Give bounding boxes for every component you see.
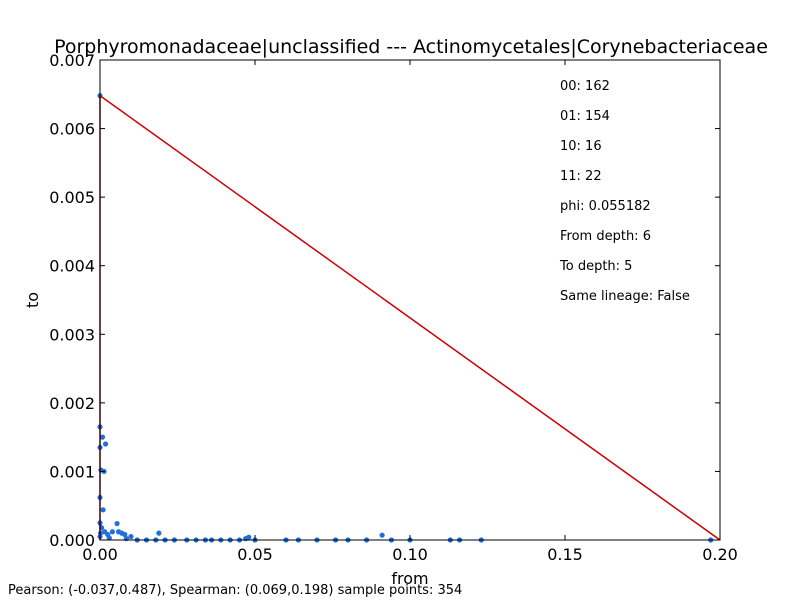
y-axis: 0.000 0.001 0.002 0.003 0.004 0.005 0.006 0.007 xyxy=(49,51,720,550)
stat-annotation: To depth: 5 xyxy=(559,259,632,274)
plot-area xyxy=(97,93,721,543)
stats-annotations: 00: 162 01: 154 10: 16 11: 22 phi: 0.055182 F… xyxy=(559,79,690,304)
data-point xyxy=(379,532,385,538)
x-tick-label: 0.05 xyxy=(237,545,273,564)
data-point xyxy=(246,534,252,540)
x-tick-label: 0.00 xyxy=(82,545,118,564)
correlation-footer: Pearson: (-0.037,0.487), Spearman: (0.06… xyxy=(8,583,462,598)
y-tick-label: 0.006 xyxy=(49,120,95,139)
stat-annotation: Same lineage: False xyxy=(560,289,690,304)
data-point xyxy=(109,529,115,535)
regression-line xyxy=(99,94,721,541)
stat-annotation: phi: 0.055182 xyxy=(560,199,651,214)
y-axis-label: to xyxy=(23,292,42,308)
y-tick-label: 0.005 xyxy=(49,188,95,207)
y-tick-label: 0.002 xyxy=(49,394,95,413)
x-axis-label: from xyxy=(391,569,428,588)
stat-annotation: 10: 16 xyxy=(560,139,602,154)
data-point xyxy=(102,441,109,447)
data-point xyxy=(114,520,120,527)
stat-annotation: 00: 162 xyxy=(560,79,610,94)
x-axis: 0.00 0.05 0.10 0.15 0.20 xyxy=(82,60,738,564)
x-tick-label: 0.10 xyxy=(392,545,428,564)
data-point xyxy=(100,507,106,513)
data-point xyxy=(156,530,162,536)
x-tick-label: 0.15 xyxy=(547,545,583,564)
y-tick-label: 0.007 xyxy=(49,51,95,70)
x-tick-label: 0.20 xyxy=(702,545,738,564)
data-point xyxy=(122,531,128,538)
chart-title: Porphyromonadaceae|unclassified --- Acti… xyxy=(54,36,768,58)
stat-annotation: From depth: 6 xyxy=(560,229,651,244)
stat-annotation: 11: 22 xyxy=(560,169,602,184)
data-point xyxy=(128,533,134,540)
stat-annotation: 01: 154 xyxy=(560,109,610,124)
y-tick-label: 0.001 xyxy=(49,462,95,481)
data-point xyxy=(106,535,112,541)
data-point xyxy=(99,434,106,440)
y-tick-label: 0.000 xyxy=(49,531,95,550)
y-tick-label: 0.004 xyxy=(49,257,95,276)
y-tick-label: 0.003 xyxy=(49,325,95,344)
